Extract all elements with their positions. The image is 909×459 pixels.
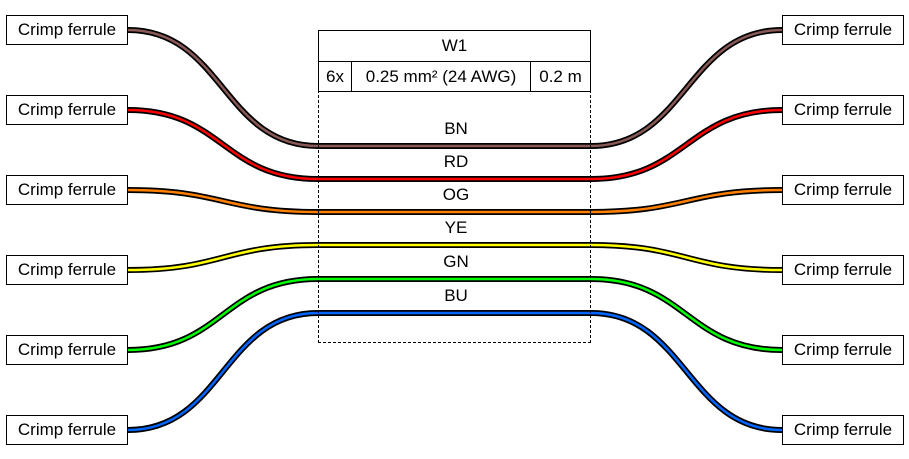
wire-og	[127, 188, 783, 214]
cable-wire-gauge: 0.25 mm² (24 AWG)	[352, 62, 531, 92]
wire-gn	[127, 277, 783, 352]
cable-specs: 6x 0.25 mm² (24 AWG) 0.2 m	[319, 62, 590, 92]
wire-label-rd: RD	[444, 152, 469, 171]
wires-layer	[127, 27, 783, 433]
left-connector-1: Crimp ferrule	[6, 15, 128, 45]
cable-length: 0.2 m	[539, 67, 582, 86]
wire-label-bu: BU	[444, 286, 468, 305]
wire-labels-layer: BN RD OG YE GN BU	[443, 119, 469, 305]
wire-ye	[127, 243, 783, 272]
wire-rd	[127, 108, 783, 181]
cable-header: W1 6x 0.25 mm² (24 AWG) 0.2 m	[318, 30, 591, 92]
right-connector-5: Crimp ferrule	[782, 335, 904, 365]
wire-label-gn: GN	[443, 252, 469, 271]
left-connector-3: Crimp ferrule	[6, 175, 128, 205]
right-connector-4: Crimp ferrule	[782, 255, 904, 285]
wire-label-bn: BN	[444, 119, 468, 138]
left-connector-6: Crimp ferrule	[6, 415, 128, 445]
wire-label-og: OG	[443, 185, 469, 204]
cable-wire-count: 6x	[319, 62, 352, 92]
wire-bn	[127, 28, 783, 148]
left-connector-4: Crimp ferrule	[6, 255, 128, 285]
right-connector-2: Crimp ferrule	[782, 95, 904, 125]
wire-label-ye: YE	[445, 218, 468, 237]
cable-name: W1	[319, 31, 590, 62]
right-connector-3: Crimp ferrule	[782, 175, 904, 205]
wire-bu	[127, 311, 783, 432]
right-connector-6: Crimp ferrule	[782, 415, 904, 445]
left-connector-5: Crimp ferrule	[6, 335, 128, 365]
right-connector-1: Crimp ferrule	[782, 15, 904, 45]
left-connector-2: Crimp ferrule	[6, 95, 128, 125]
